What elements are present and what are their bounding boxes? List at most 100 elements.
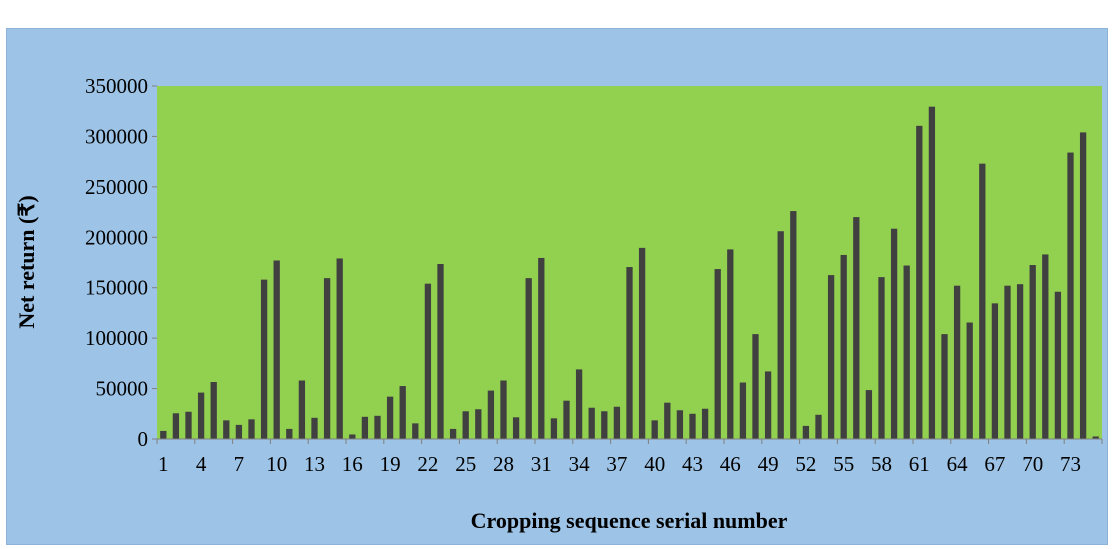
bar [727,249,734,439]
bar [399,386,406,439]
bar [601,411,608,439]
y-tick-label: 350000 [85,74,148,98]
x-tick-label: 34 [569,452,591,476]
bar [248,419,255,439]
x-tick-label: 28 [493,452,514,476]
y-tick-label: 50000 [96,377,149,401]
bar [790,211,797,439]
bar [538,257,545,439]
bar [701,408,709,439]
bar [475,409,482,439]
bar [311,417,318,439]
bar [651,420,658,439]
bar [588,407,595,439]
bar [916,125,923,440]
bar [979,163,986,439]
bar [878,277,885,439]
x-tick-label: 73 [1060,452,1081,476]
bar [865,390,873,439]
bar [928,106,936,439]
x-tick-label: 1 [158,452,169,476]
bars [160,106,1099,440]
bar [500,380,507,439]
bar [260,279,268,439]
bar [160,430,167,439]
bar [550,418,558,439]
x-tick-label: 46 [720,452,741,476]
x-tick-label: 16 [342,452,363,476]
x-tick-label: 19 [380,452,401,476]
y-tick-label: 200000 [85,225,148,249]
x-tick-label: 55 [833,452,854,476]
bar [185,411,192,439]
bar [386,396,394,439]
bar [941,334,948,439]
bar [638,247,646,439]
x-tick-label: 67 [984,452,1005,476]
x-tick-label: 70 [1022,452,1043,476]
x-tick-label: 13 [304,452,325,476]
bar [449,428,457,439]
y-tick-label: 150000 [85,276,148,300]
chart-frame: 0 50000 100000 150000 200000 250000 300000 3500… [6,28,1108,545]
x-tick-label: 7 [234,452,245,476]
bar [991,303,999,439]
bar [197,392,205,439]
bar [235,424,243,439]
x-axis-ticks: 1 4 7 10 13 16 19 22 25 28 31 34 37 40 43 46 49 52 55 58 61 6… [156,439,1103,476]
bar [323,278,331,439]
x-tick-label: 22 [417,452,438,476]
x-tick-label: 64 [947,452,969,476]
bar [714,269,721,439]
y-tick-label: 300000 [85,124,148,148]
bar [953,285,961,439]
bar [487,390,495,439]
bar [424,283,432,439]
bar [361,416,369,439]
bar [512,417,520,439]
bar [903,265,910,439]
x-tick-label: 40 [644,452,665,476]
x-tick-label: 25 [455,452,476,476]
bar [1004,285,1011,439]
x-tick-label: 49 [758,452,779,476]
bar [1042,254,1049,439]
y-tick-label: 0 [138,427,149,451]
bar [853,217,860,439]
bar [1092,436,1099,439]
bar [613,406,621,439]
bar [777,231,784,439]
bar [437,264,444,439]
bar [840,254,847,439]
bar [273,260,280,439]
y-axis-ticks: 0 50000 100000 150000 200000 250000 300000 3500… [85,74,157,451]
y-tick-label: 100000 [85,326,148,350]
bar [626,267,633,439]
bar [525,278,532,439]
x-tick-label: 10 [266,452,287,476]
y-axis-title: Net return (₹) [14,195,39,328]
bar [286,428,293,439]
bar [374,415,381,439]
x-tick-label: 4 [196,452,207,476]
bar [815,414,822,439]
bar [890,228,898,439]
bar [412,423,419,439]
bar [349,434,356,439]
bar [664,402,671,439]
bar [1029,265,1036,439]
bar [1054,291,1062,439]
bar [462,411,469,439]
x-tick-label: 52 [795,452,816,476]
bar [575,369,583,439]
bar [336,258,343,439]
bar [827,275,835,439]
x-tick-label: 61 [909,452,930,476]
bar [1067,152,1074,439]
x-tick-label: 31 [531,452,552,476]
bar [172,413,180,439]
bar [764,371,772,439]
bar [298,380,306,439]
x-tick-label: 58 [871,452,892,476]
bar-chart: 0 50000 100000 150000 200000 250000 300000 3500… [14,74,1103,533]
